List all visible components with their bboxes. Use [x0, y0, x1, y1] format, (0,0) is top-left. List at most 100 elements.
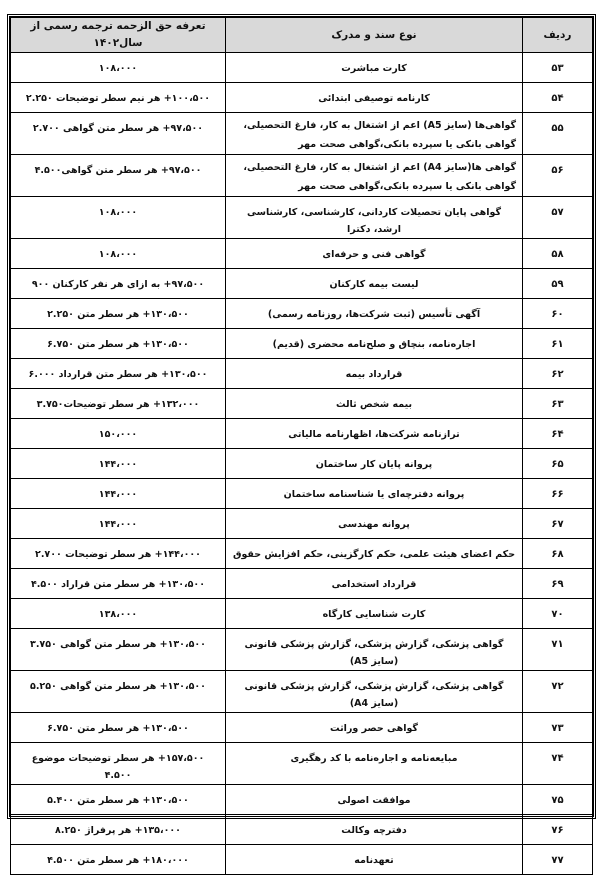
fee-cell: ۱۰۸،۰۰۰ — [10, 52, 226, 83]
document-type-cell: دفترچه وکالت — [225, 814, 523, 845]
table-row: ۶۳ بیمه شخص ثالث ۱۳۲،۰۰۰+ هر سطر توضیحات۳.… — [10, 388, 593, 419]
row-number-cell: ۷۶ — [522, 814, 593, 845]
table-row: ۵۹ لیست بیمه کارکنان ۹۷،۵۰۰+ به ازای هر نف… — [10, 268, 593, 299]
table-row: ۷۷ تعهدنامه ۱۸۰،۰۰۰+ هر سطر متن ۴.۵۰۰ — [10, 844, 593, 875]
document-type-cell: کارنامه توصیفی ابتدائی — [225, 82, 523, 113]
table-row: ۶۸ حکم اعضای هیئت علمی، حکم کارگزینی، حکم… — [10, 538, 593, 569]
row-number-cell: ۶۹ — [522, 568, 593, 599]
fee-cell: ۱۰۸،۰۰۰ — [10, 238, 226, 269]
fee-cell: ۹۷،۵۰۰+ هر سطر متن گواهی۴.۵۰۰ — [10, 154, 226, 197]
row-number-cell: ۶۷ — [522, 508, 593, 539]
fee-cell: ۹۷،۵۰۰+ هر سطر متن گواهی ۲.۷۰۰ — [10, 112, 226, 155]
document-type-cell: آگهی تأسیس (ثبت شرکت‌ها، روزنامه رسمی) — [225, 298, 523, 329]
fee-cell: ۱۳۰،۵۰۰+ هر سطر متن گواهی ۵.۲۵۰ — [10, 670, 226, 713]
document-type-cell: پروانه پایان کار ساختمان — [225, 448, 523, 479]
document-type-cell: قرارداد استخدامی — [225, 568, 523, 599]
row-number-cell: ۷۵ — [522, 784, 593, 815]
row-number-cell: ۶۶ — [522, 478, 593, 509]
fee-cell: ۱۳۰،۵۰۰+ هر سطر متن قرارداد ۶.۰۰۰ — [10, 358, 226, 389]
fee-cell: ۱۴۴،۰۰۰ — [10, 448, 226, 479]
document-type-cell: پروانه مهندسی — [225, 508, 523, 539]
table-row: ۶۲ قرارداد بیمه ۱۳۰،۵۰۰+ هر سطر متن قراردا… — [10, 358, 593, 389]
document-type-cell: گواهی ها(سایز A4) اعم از اشتغال به کار، … — [225, 154, 523, 197]
document-type-cell: کارت مباشرت — [225, 52, 523, 83]
fee-cell: ۱۳۰،۵۰۰+ هر سطر متن ۶.۷۵۰ — [10, 328, 226, 359]
header-document-type: نوع سند و مدرک — [225, 17, 523, 53]
table-header-row: ردیف نوع سند و مدرک تعرفه حق الزحمه ترجم… — [10, 17, 593, 53]
fee-cell: ۱۴۴،۰۰۰ — [10, 478, 226, 509]
row-number-cell: ۶۳ — [522, 388, 593, 419]
fee-cell: ۱۳۵،۰۰۰+ هر پرفراژ ۸.۲۵۰ — [10, 814, 226, 845]
table-row: ۵۴ کارنامه توصیفی ابتدائی ۱۰۰،۵۰۰+ هر نیم … — [10, 82, 593, 113]
table-row: ۶۰ آگهی تأسیس (ثبت شرکت‌ها، روزنامه رسمی)… — [10, 298, 593, 329]
table-row: ۷۶ دفترچه وکالت ۱۳۵،۰۰۰+ هر پرفراژ ۸.۲۵۰ — [10, 814, 593, 845]
document-type-cell: گواهی حصر وراثت — [225, 712, 523, 743]
fee-cell: ۱۳۰،۵۰۰+ هر سطر متن ۲.۲۵۰ — [10, 298, 226, 329]
table-row: ۶۴ ترازنامه شرکت‌ها، اظهارنامه مالیاتی ۱۵۰… — [10, 418, 593, 449]
row-number-cell: ۷۷ — [522, 844, 593, 875]
table-row: ۷۱ گواهی پزشکی، گزارش پزشکی، گزارش پزشکی … — [10, 628, 593, 671]
document-type-cell: کارت شناسایی کارگاه — [225, 598, 523, 629]
fee-cell: ۱۳۰،۵۰۰+ هر سطر متن گواهی ۳.۷۵۰ — [10, 628, 226, 671]
fee-cell: ۱۳۰،۵۰۰+ هر سطر متن ۶.۷۵۰ — [10, 712, 226, 743]
table-row: ۶۷ پروانه مهندسی ۱۴۴،۰۰۰ — [10, 508, 593, 539]
translation-tariff-table: ردیف نوع سند و مدرک تعرفه حق الزحمه ترجم… — [10, 17, 593, 875]
row-number-cell: ۵۴ — [522, 82, 593, 113]
table-row: ۷۴ مبایعه‌نامه و اجاره‌نامه با کد رهگیری ۱… — [10, 742, 593, 785]
document-type-cell: ترازنامه شرکت‌ها، اظهارنامه مالیاتی — [225, 418, 523, 449]
row-number-cell: ۶۴ — [522, 418, 593, 449]
table-row: ۶۵ پروانه پایان کار ساختمان ۱۴۴،۰۰۰ — [10, 448, 593, 479]
table-row: ۶۹ قرارداد استخدامی ۱۳۰،۵۰۰+ هر سطر متن قر… — [10, 568, 593, 599]
table-row: ۶۶ پروانه دفترچه‌ای یا شناسنامه ساختمان ۱۴… — [10, 478, 593, 509]
document-type-cell: گواهی پزشکی، گزارش پزشکی، گزارش پزشکی قا… — [225, 670, 523, 713]
table-row: ۵۳ کارت مباشرت ۱۰۸،۰۰۰ — [10, 52, 593, 83]
table-row: ۷۳ گواهی حصر وراثت ۱۳۰،۵۰۰+ هر سطر متن ۶.۷… — [10, 712, 593, 743]
row-number-cell: ۷۲ — [522, 670, 593, 713]
fee-cell: ۱۳۲،۰۰۰+ هر سطر توضیحات۳.۷۵۰ — [10, 388, 226, 419]
table-row: ۷۰ کارت شناسایی کارگاه ۱۳۸،۰۰۰ — [10, 598, 593, 629]
table-row: ۶۱ اجاره‌نامه، بنچاق و صلح‌نامه محضری (قد… — [10, 328, 593, 359]
row-number-cell: ۷۱ — [522, 628, 593, 671]
document-type-cell: گواهی پزشکی، گزارش پزشکی، گزارش پزشکی قا… — [225, 628, 523, 671]
row-number-cell: ۵۳ — [522, 52, 593, 83]
table-row: ۵۶ گواهی ها(سایز A4) اعم از اشتغال به کار… — [10, 154, 593, 197]
table-row: ۷۲ گواهی پزشکی، گزارش پزشکی، گزارش پزشکی … — [10, 670, 593, 713]
fee-cell: ۱۴۴،۰۰۰ — [10, 508, 226, 539]
table-row: ۷۵ موافقت اصولی ۱۳۰،۵۰۰+ هر سطر متن ۵.۴۰۰ — [10, 784, 593, 815]
row-number-cell: ۶۵ — [522, 448, 593, 479]
fee-cell: ۱۵۷،۵۰۰+ هر سطر توضیحات موضوع ۴.۵۰۰ — [10, 742, 226, 785]
fee-cell: ۱۰۸،۰۰۰ — [10, 196, 226, 239]
row-number-cell: ۷۰ — [522, 598, 593, 629]
document-type-cell: لیست بیمه کارکنان — [225, 268, 523, 299]
document-type-cell: حکم اعضای هیئت علمی، حکم کارگزینی، حکم ا… — [225, 538, 523, 569]
row-number-cell: ۶۰ — [522, 298, 593, 329]
fee-cell: ۱۴۴،۰۰۰+ هر سطر توضیحات ۲.۷۰۰ — [10, 538, 226, 569]
tariff-table-frame: ردیف نوع سند و مدرک تعرفه حق الزحمه ترجم… — [7, 14, 596, 875]
fee-cell: ۱۳۸،۰۰۰ — [10, 598, 226, 629]
row-number-cell: ۶۱ — [522, 328, 593, 359]
fee-cell: ۱۵۰،۰۰۰ — [10, 418, 226, 449]
header-fee: تعرفه حق الزحمه ترجمه رسمی از سال۱۴۰۲ — [10, 17, 226, 53]
row-number-cell: ۵۹ — [522, 268, 593, 299]
row-number-cell: ۷۴ — [522, 742, 593, 785]
document-type-cell: موافقت اصولی — [225, 784, 523, 815]
table-row: ۵۷ گواهی پایان تحصیلات کاردانی، کارشناسی،… — [10, 196, 593, 239]
document-type-cell: بیمه شخص ثالث — [225, 388, 523, 419]
document-type-cell: پروانه دفترچه‌ای یا شناسنامه ساختمان — [225, 478, 523, 509]
row-number-cell: ۵۷ — [522, 196, 593, 239]
document-type-cell: قرارداد بیمه — [225, 358, 523, 389]
row-number-cell: ۶۲ — [522, 358, 593, 389]
header-row-number: ردیف — [522, 17, 593, 53]
fee-cell: ۱۳۰،۵۰۰+ هر سطر متن ۵.۴۰۰ — [10, 784, 226, 815]
fee-cell: ۱۳۰،۵۰۰+ هر سطر متن قراراد ۴.۵۰۰ — [10, 568, 226, 599]
row-number-cell: ۵۶ — [522, 154, 593, 197]
row-number-cell: ۷۳ — [522, 712, 593, 743]
document-type-cell: گواهی‌ها (سایز A5) اعم از اشتغال به کار،… — [225, 112, 523, 155]
table-row: ۵۵ گواهی‌ها (سایز A5) اعم از اشتغال به کا… — [10, 112, 593, 155]
document-type-cell: اجاره‌نامه، بنچاق و صلح‌نامه محضری (قدیم… — [225, 328, 523, 359]
document-type-cell: گواهی پایان تحصیلات کاردانی، کارشناسی، ک… — [225, 196, 523, 239]
document-type-cell: تعهدنامه — [225, 844, 523, 875]
document-type-cell: گواهی فنی و حرفه‌ای — [225, 238, 523, 269]
fee-cell: ۹۷،۵۰۰+ به ازای هر نفر کارکنان ۹۰۰ — [10, 268, 226, 299]
fee-cell: ۱۰۰،۵۰۰+ هر نیم سطر توضیحات ۲.۲۵۰ — [10, 82, 226, 113]
